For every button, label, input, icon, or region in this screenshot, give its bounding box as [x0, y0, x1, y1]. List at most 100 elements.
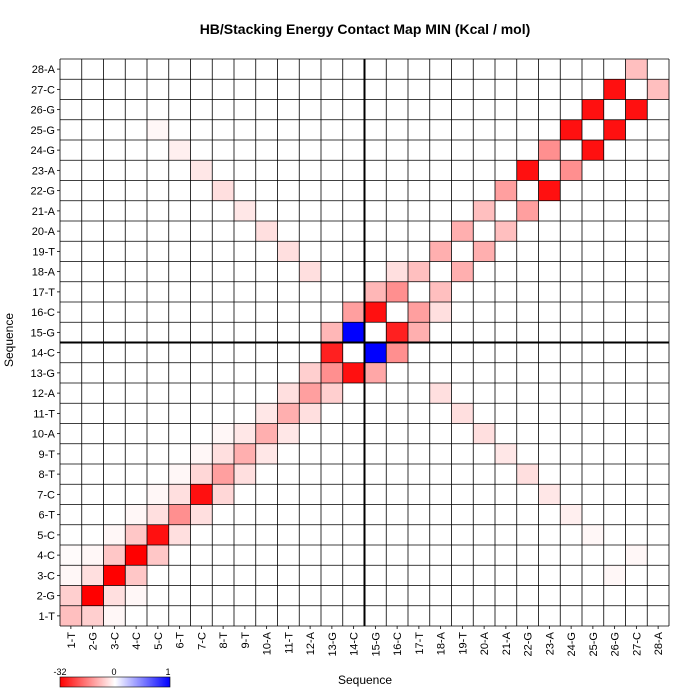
heatmap-cell — [277, 383, 300, 404]
heatmap-cell — [212, 484, 234, 505]
x-tick-label: 18-A — [436, 631, 448, 655]
heatmap-cell — [408, 322, 430, 343]
x-tick-label: 1-T — [66, 632, 78, 649]
heatmap-cell — [364, 362, 387, 383]
heatmap-cell — [625, 99, 648, 120]
heatmap-cell — [125, 585, 147, 606]
y-tick-label: 2-G — [37, 591, 55, 603]
heatmap-cell — [582, 524, 604, 545]
x-tick-label: 26-G — [610, 632, 622, 656]
heatmap-cell — [103, 545, 126, 566]
heatmap-cell — [516, 200, 539, 221]
heatmap-cell — [190, 160, 213, 181]
y-tick-label: 4-C — [37, 550, 55, 562]
x-tick-label: 23-A — [544, 631, 556, 655]
heatmap-cell — [429, 241, 452, 262]
color-scale-bar — [59, 676, 171, 688]
heatmap-cell — [299, 362, 321, 383]
heatmap-cell — [81, 545, 104, 566]
heatmap-separators — [60, 59, 669, 626]
y-tick-label: 25-G — [31, 125, 55, 137]
heatmap-cell — [255, 403, 278, 424]
heatmap-cell — [234, 423, 256, 444]
x-tick-label: 5-C — [153, 632, 165, 650]
x-tick-label: 25-G — [588, 632, 600, 656]
x-tick-label: 22-G — [523, 632, 535, 656]
y-tick-label: 5-C — [37, 530, 55, 542]
y-tick-label: 20-A — [32, 226, 56, 238]
heatmap-cell — [103, 605, 126, 626]
heatmap-cell — [451, 403, 474, 424]
x-tick-label: 16-C — [392, 632, 404, 656]
y-tick-label: 27-C — [31, 84, 55, 96]
heatmap-cell — [408, 302, 430, 323]
heatmap-cell — [147, 524, 169, 545]
y-tick-label: 14-C — [31, 348, 55, 360]
x-tick-label: 20-A — [479, 631, 491, 655]
x-tick-label: 28-A — [653, 631, 665, 655]
heatmap-cell — [125, 545, 147, 566]
heatmap-cell — [277, 241, 300, 262]
heatmap-cell — [190, 484, 213, 505]
heatmap-cell — [255, 443, 278, 464]
chart-title: HB/Stacking Energy Contact Map MIN (Kcal… — [200, 21, 531, 37]
heatmap-cell — [299, 261, 321, 282]
x-tick-label: 13-G — [327, 632, 339, 656]
y-tick-label: 3-C — [37, 570, 55, 582]
x-tick-label: 2-G — [88, 632, 100, 650]
heatmap-cell — [582, 99, 604, 120]
heatmap-cell — [451, 261, 474, 282]
heatmap-cell — [603, 79, 626, 100]
heatmap-cell — [408, 261, 430, 282]
heatmap-cell — [516, 160, 539, 181]
x-tick-label: 17-T — [414, 632, 426, 655]
heatmap-cell — [516, 464, 539, 485]
heatmap-cell — [168, 140, 191, 161]
x-tick-label: 9-T — [240, 632, 252, 649]
heatmap-cell — [364, 281, 387, 302]
y-tick-label: 23-A — [32, 165, 56, 177]
heatmap-cell — [125, 565, 147, 586]
y-tick-label: 6-T — [39, 510, 56, 522]
heatmap-cell — [429, 302, 452, 323]
heatmap-cell — [212, 180, 234, 201]
heatmap-cell — [429, 281, 452, 302]
heatmap-cell — [147, 119, 169, 140]
y-tick-label: 7-C — [37, 489, 55, 501]
heatmap-cell — [625, 59, 648, 80]
color-scale-min-label: -32 — [53, 667, 66, 677]
x-tick-label: 8-T — [218, 632, 230, 649]
heatmap-cell — [321, 383, 343, 404]
y-tick-label: 28-A — [32, 64, 56, 76]
heatmap-cell — [386, 322, 408, 343]
heatmap-cell — [603, 119, 626, 140]
heatmap-cell — [386, 261, 408, 282]
heatmap-cell — [168, 524, 191, 545]
heatmap-cell — [60, 545, 82, 566]
heatmap-cell — [234, 464, 256, 485]
heatmap-cell — [473, 423, 495, 444]
heatmap-cell — [321, 322, 343, 343]
y-tick-label: 10-A — [32, 429, 56, 441]
heatmap-cell — [60, 605, 82, 626]
y-tick-label: 22-G — [31, 186, 55, 198]
x-tick-label: 7-C — [196, 632, 208, 650]
heatmap-cell — [234, 443, 256, 464]
heatmap-cell — [342, 322, 365, 343]
color-scale-mid-label: 0 — [111, 667, 116, 677]
heatmap-cell — [473, 241, 495, 262]
heatmap-cell — [386, 342, 408, 363]
heatmap-cell — [147, 504, 169, 525]
heatmap-cell — [103, 565, 126, 586]
heatmap-cell — [647, 79, 669, 100]
heatmap-cell — [299, 383, 321, 404]
y-tick-label: 1-T — [39, 611, 56, 623]
y-tick-labels: 1-T 2-G 3-C 4-C 5-C 6-T 7-C 8-T 9-T 10-A 11-T 12-A 1… — [31, 64, 60, 623]
heatmap-cell — [560, 160, 582, 181]
heatmap-cell — [473, 200, 495, 221]
heatmap-cell — [60, 585, 82, 606]
heatmap-cell — [495, 443, 517, 464]
heatmap-cell — [277, 403, 300, 424]
y-tick-label: 17-T — [32, 287, 55, 299]
